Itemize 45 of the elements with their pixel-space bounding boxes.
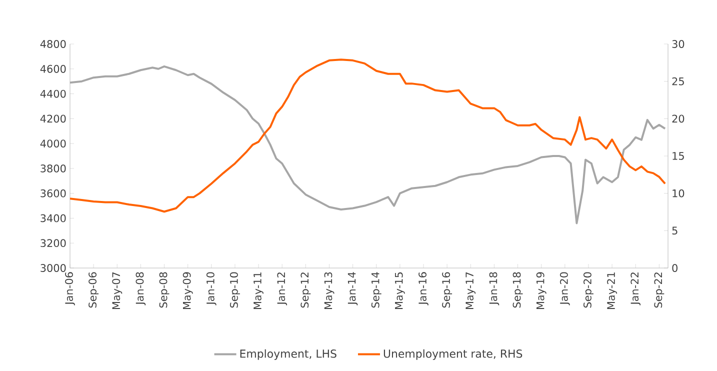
x-tick-label: May-19 — [536, 272, 546, 310]
x-tick-label: Sep-22 — [654, 272, 664, 308]
x-tick-label: May-21 — [607, 272, 618, 310]
x-tick-label: Jan-12 — [277, 272, 288, 306]
y-tick-label: 4200 — [40, 114, 66, 123]
x-tick-label: May-15 — [395, 272, 405, 310]
x-tick-label: Jan-16 — [418, 272, 428, 306]
x-tick-label: Jan-10 — [206, 272, 216, 306]
y-tick-label: 3400 — [40, 214, 66, 222]
y-tick-label: 4400 — [40, 90, 66, 98]
x-tick-label: May-13 — [324, 272, 334, 310]
x-tick-label: Sep-12 — [300, 272, 311, 308]
x-tick-label: Jan-20 — [560, 272, 570, 306]
x-tick-label: May-17 — [466, 272, 476, 310]
y-tick-label: 4000 — [40, 140, 66, 148]
x-tick-label: Jan-14 — [348, 272, 358, 306]
x-tick-label: Sep-18 — [512, 272, 523, 308]
y-tick-label: 3200 — [40, 239, 66, 248]
y2-tick-label: 5 — [672, 226, 678, 235]
x-tick-label: Sep-06 — [88, 272, 99, 308]
y2-tick-label: 25 — [672, 77, 684, 86]
y2-tick-label: 10 — [672, 189, 684, 198]
y2-tick-label: 15 — [672, 152, 684, 160]
legend-label: Unemployment rate, RHS — [384, 349, 522, 360]
x-tick-label: May-09 — [182, 272, 193, 310]
x-tick-label: Sep-10 — [230, 272, 240, 308]
x-tick-label: Jan-06 — [65, 272, 75, 306]
x-tick-label: May-07 — [112, 272, 122, 310]
x-tick-label: Sep-08 — [159, 272, 170, 308]
y2-tick-label: 0 — [672, 264, 678, 272]
y2-tick-label: 30 — [672, 40, 684, 48]
x-tick-label: Sep-16 — [442, 272, 452, 308]
x-tick-label: Jan-18 — [489, 272, 500, 306]
y-tick-label: 3600 — [40, 189, 66, 198]
x-tick-label: Jan-08 — [136, 272, 146, 306]
y2-tick-label: 20 — [672, 114, 684, 123]
y-tick-label: 4800 — [40, 40, 66, 48]
x-tick-label: Sep-14 — [371, 272, 382, 308]
legend-label: Employment, LHS — [240, 349, 336, 360]
x-tick-label: Sep-20 — [584, 272, 594, 308]
x-tick-label: Jan-22 — [630, 272, 641, 306]
y-tick-label: 3000 — [40, 264, 66, 272]
y-tick-label: 4600 — [40, 64, 66, 73]
y-tick-label: 3800 — [40, 164, 66, 172]
x-tick-label: May-11 — [254, 272, 264, 310]
